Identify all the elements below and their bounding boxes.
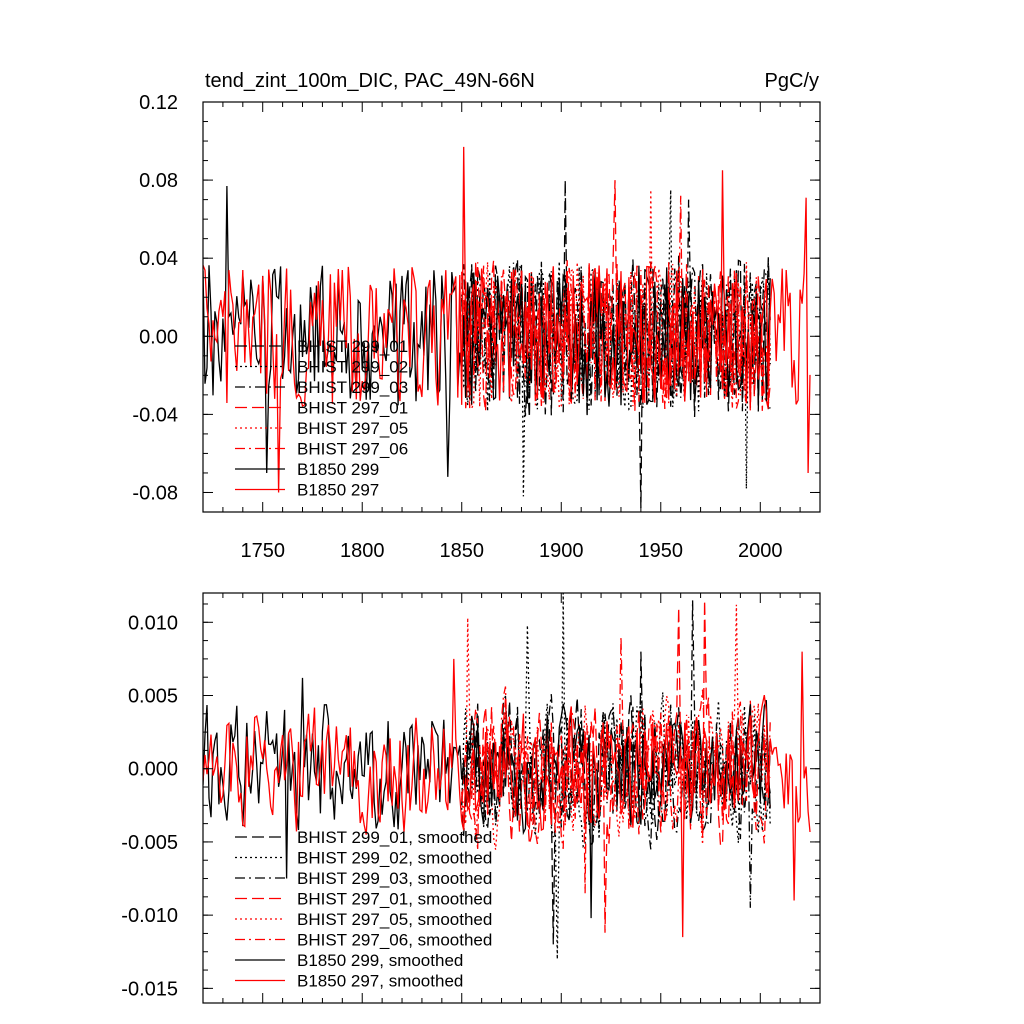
series-line-7: [203, 146, 811, 493]
legend-label-7: B1850 297: [297, 481, 379, 500]
x-tick-label: 1850: [439, 540, 484, 562]
series-line-7: [203, 651, 811, 938]
y-tick-label: -0.015: [121, 978, 178, 1000]
bottom-panel: 0.010 0.005 0.000 -0.005 -0.010 -0.015 BHIST …: [121, 592, 821, 1004]
legend-label-2: BHIST 299_03: [297, 378, 408, 397]
legend-label-0: BHIST 299_01, smoothed: [297, 828, 492, 847]
plot-frame: [202, 592, 821, 1004]
y-tick-label: -0.005: [121, 832, 178, 854]
x-tick-label: 2000: [738, 540, 783, 562]
legend-label-7: B1850 297, smoothed: [297, 972, 463, 991]
top-axes: 0.12 0.08 0.04 0.00 -0.04 -0.08 1750 1800 1850 19…: [132, 92, 821, 562]
plot-frame: [202, 101, 821, 513]
y-tick-label: -0.04: [132, 404, 178, 426]
y-tick-label: 0.00: [139, 326, 178, 348]
y-tick-label: 0.08: [139, 170, 178, 192]
chart-title: tend_zint_100m_DIC, PAC_49N-66N: [205, 70, 535, 92]
y-tick-label: 0.005: [128, 686, 178, 708]
units-label: PgC/y: [765, 70, 819, 92]
bottom-legend: BHIST 299_01, smoothed BHIST 299_02, smoo…: [235, 828, 492, 991]
x-tick-label: 1800: [340, 540, 385, 562]
legend-label-6: B1850 299: [297, 460, 379, 479]
y-tick-label: 0.010: [128, 612, 178, 634]
x-tick-label: 1900: [539, 540, 584, 562]
bottom-plot-area: [203, 593, 811, 960]
y-tick-label: 0.04: [139, 248, 178, 270]
y-tick-label: -0.08: [132, 482, 178, 504]
legend-label-3: BHIST 297_01: [297, 399, 408, 418]
legend-label-0: BHIST 299_01: [297, 337, 408, 356]
legend-label-3: BHIST 297_01, smoothed: [297, 890, 492, 909]
series-line-4: [461, 604, 771, 850]
legend-label-6: B1850 299, smoothed: [297, 951, 463, 970]
x-tick-label: 1750: [240, 540, 285, 562]
legend-label-4: BHIST 297_05: [297, 419, 408, 438]
y-tick-label: 0.000: [128, 759, 178, 781]
y-tick-label: 0.12: [139, 92, 178, 114]
bottom-axes: 0.010 0.005 0.000 -0.005 -0.010 -0.015: [121, 592, 821, 1004]
y-tick-label: -0.010: [121, 905, 178, 927]
x-tick-label: 1950: [639, 540, 684, 562]
top-panel: tend_zint_100m_DIC, PAC_49N-66N PgC/y 0.…: [132, 70, 821, 562]
top-plot-area: [203, 146, 811, 509]
legend-label-4: BHIST 297_05, smoothed: [297, 910, 492, 929]
legend-label-1: BHIST 299_02: [297, 358, 408, 377]
series-line-5: [461, 636, 771, 894]
legend-label-5: BHIST 297_06: [297, 440, 408, 459]
legend-label-5: BHIST 297_06, smoothed: [297, 931, 492, 950]
legend-label-1: BHIST 299_02, smoothed: [297, 849, 492, 868]
legend-label-2: BHIST 299_03, smoothed: [297, 869, 492, 888]
series-line-4: [461, 189, 771, 410]
